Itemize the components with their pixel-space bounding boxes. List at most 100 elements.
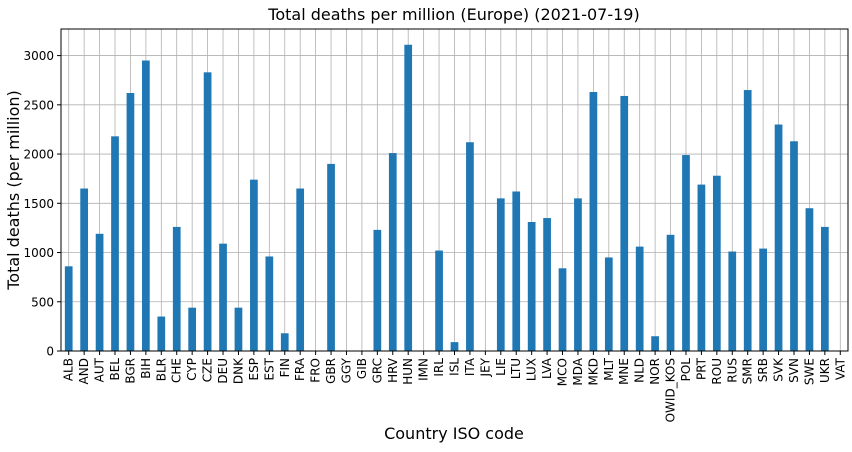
x-tick-label: SMR — [741, 358, 755, 384]
bar-esp — [250, 179, 258, 351]
bar-rus — [728, 251, 737, 351]
bar-bel — [111, 136, 119, 351]
bar-ita — [466, 142, 474, 351]
bar-bih — [142, 60, 150, 351]
bar-rou — [712, 175, 721, 351]
bar-hrv — [388, 153, 397, 351]
bars — [64, 44, 829, 352]
bar-ltu — [512, 191, 521, 351]
x-tick-label: CHE — [170, 358, 184, 383]
x-tick-label: BIH — [139, 358, 153, 379]
x-tick-label: SRB — [756, 358, 770, 382]
x-tick-label: NOR — [648, 358, 662, 385]
bar-smr — [743, 90, 752, 351]
x-tick-label: SVK — [772, 357, 786, 382]
x-tick-label: LUX — [525, 358, 539, 381]
bar-gbr — [327, 163, 335, 351]
bar-svn — [790, 141, 798, 351]
x-tick-label: DEU — [216, 358, 230, 384]
bar-swe — [805, 208, 814, 351]
x-tick-label: FRA — [293, 357, 307, 381]
x-tick-label: HRV — [386, 357, 400, 383]
x-tick-label: BLR — [154, 358, 168, 381]
y-tick-label: 2000 — [23, 148, 54, 162]
x-tick-label: ALB — [62, 358, 76, 381]
bar-svk — [774, 124, 783, 352]
x-tick-label: PRT — [694, 357, 708, 380]
x-tick-label: HUN — [401, 358, 415, 385]
bar-nor — [651, 336, 659, 351]
x-tick-label: AND — [77, 358, 91, 384]
bar-che — [172, 226, 181, 351]
x-tick-label: JEY — [478, 357, 492, 377]
bar-est — [265, 256, 274, 351]
x-tick-label: ISL — [448, 358, 462, 376]
x-tick-label: CZE — [201, 358, 215, 382]
x-tick-label: GGY — [339, 357, 353, 383]
bar-fra — [296, 188, 305, 351]
bar-fin — [280, 333, 289, 351]
bar-deu — [219, 243, 227, 351]
x-tick-label: MNE — [617, 358, 631, 385]
x-tick-label: IMN — [417, 358, 431, 381]
x-tick-label: BGR — [123, 358, 137, 384]
x-tick-label: AUT — [93, 357, 107, 382]
y-tick-label: 1500 — [23, 197, 54, 211]
y-tick-label: 3000 — [23, 49, 54, 63]
x-tick-label: LTU — [509, 358, 523, 379]
x-tick-label: OWID_KOS — [664, 358, 678, 422]
bar-lie — [496, 198, 505, 351]
bar-mne — [620, 95, 629, 352]
x-tick-label: NLD — [633, 358, 647, 383]
x-axis-label: Country ISO code — [384, 424, 524, 443]
x-tick-label: MCO — [556, 358, 570, 386]
y-tick-label: 2500 — [23, 98, 54, 112]
bar-cze — [203, 72, 212, 352]
x-tick-label: CYP — [185, 358, 199, 381]
bar-isl — [450, 342, 459, 351]
x-tick-label: GRC — [370, 358, 384, 383]
x-tick-label: GIB — [355, 358, 369, 379]
x-tick-label: MLT — [602, 357, 616, 380]
x-tick-label: GBR — [324, 358, 338, 384]
bar-nld — [635, 246, 644, 351]
x-tick-label: ITA — [463, 357, 477, 376]
bar-mda — [574, 198, 582, 351]
y-axis-label: Total deaths (per million) — [4, 90, 23, 291]
bar-mco — [558, 268, 567, 351]
x-tick-label: ESP — [247, 358, 261, 380]
x-tick-label: VAT — [833, 357, 847, 380]
bar-lva — [543, 218, 551, 351]
y-tick-label: 1000 — [23, 246, 54, 260]
bar-ukr — [820, 226, 829, 351]
x-axis: ALB AND AUT BEL BGR BIH BLR CHE CYP CZE DEU DNK ESP E… — [62, 351, 847, 422]
bar-lux — [527, 222, 536, 351]
bar-srb — [759, 248, 767, 351]
x-tick-label: DNK — [231, 357, 245, 384]
chart-title: Total deaths per million (Europe) (2021-… — [267, 5, 639, 24]
bar-mlt — [604, 257, 613, 351]
x-tick-label: ROU — [710, 358, 724, 385]
x-tick-label: POL — [679, 358, 693, 382]
bar-mkd — [589, 92, 598, 351]
bar-pol — [682, 155, 690, 351]
bar-alb — [64, 266, 73, 351]
bar-bgr — [126, 93, 135, 352]
x-tick-label: SVN — [787, 358, 801, 383]
x-tick-label: FIN — [278, 358, 292, 377]
bar-hun — [404, 44, 413, 352]
bar-prt — [697, 184, 706, 351]
x-tick-label: FRO — [309, 358, 323, 383]
x-tick-label: BEL — [108, 358, 122, 381]
x-tick-label: LIE — [494, 358, 508, 376]
x-tick-label: IRL — [432, 358, 446, 377]
x-tick-label: EST — [262, 357, 276, 380]
y-tick-label: 0 — [46, 345, 54, 359]
y-tick-label: 500 — [31, 295, 54, 309]
bar-blr — [157, 316, 166, 351]
x-tick-label: RUS — [725, 358, 739, 383]
bar-cyp — [188, 307, 197, 351]
x-tick-label: MDA — [571, 357, 585, 385]
